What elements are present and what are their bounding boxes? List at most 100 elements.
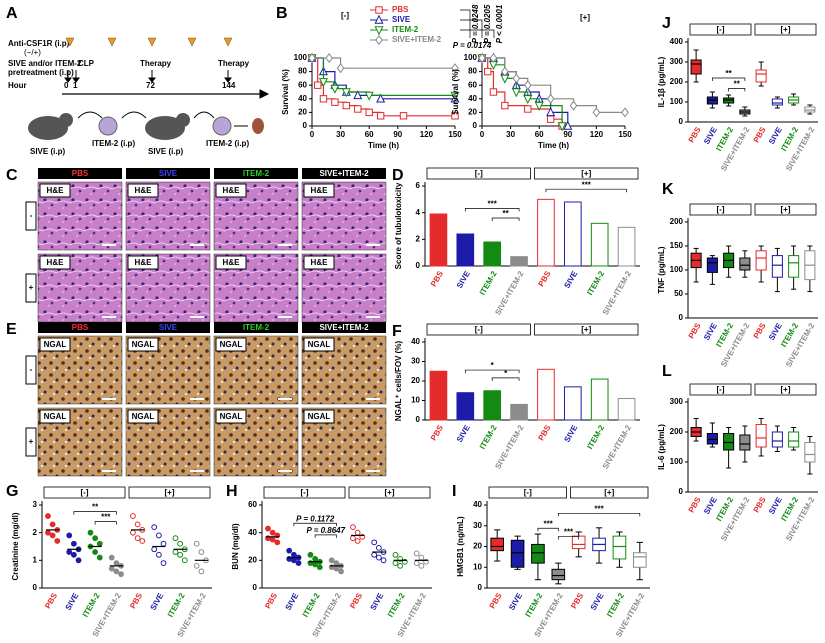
x-tick-label: SIVE+ITEM-2 [493,269,526,317]
y-tick-label: 400 [670,37,684,46]
micrograph [213,253,299,323]
group-label: [+] [781,205,791,214]
x-tick-label: SIVE [455,269,472,290]
column-label: PBS [72,169,89,178]
point [96,540,103,547]
column-header [38,322,122,333]
box [690,59,702,75]
stain-label: NGAL [132,340,155,349]
point [418,554,425,561]
point [160,540,167,547]
box [723,433,735,451]
group-box [754,383,817,396]
group-box [426,167,531,180]
group-label: [-] [81,488,89,497]
group-box [348,486,431,499]
x-tick-label: SIVE [562,423,579,444]
marker [319,95,328,103]
sig-bracket [545,188,627,193]
dose-markers [65,37,233,47]
marker [534,101,544,111]
survival-line [312,57,455,100]
sig-label: *** [488,200,498,209]
x-tick-label: ITEM-2 [81,591,102,619]
x-tick-label: 150 [618,130,632,139]
x-tick-label: 120 [420,130,434,139]
y-tick-label: 100 [670,265,684,274]
marker [353,90,363,100]
label: SIVE (i.p) [148,147,183,156]
sig-label: ** [726,69,733,78]
y-tick-label: 40 [298,94,307,103]
column-label: ITEM-2 [243,323,270,332]
stain-box [127,183,159,198]
point [75,557,82,564]
box [612,535,627,560]
row-box [25,273,37,303]
stain-label: NGAL [44,412,67,421]
x-tick-label: SIVE [507,591,524,612]
point [49,532,56,539]
marker [621,107,629,118]
schema: A Anti-CSF1R (i.p) (−/+) SIVE and/or ITE… [6,5,270,156]
marker [450,91,460,101]
box [739,434,751,451]
y-tick-label: 80 [468,67,477,76]
marker [314,81,322,89]
sig-bracket [491,217,520,221]
point [418,562,425,569]
y-tick-label: 40 [468,94,477,103]
x-tick-label: PBS [348,591,364,610]
point [134,535,141,542]
y-tick-label: 200 [670,77,684,86]
marker [546,107,556,117]
box [551,568,566,581]
x-tick-label: 0 [310,130,315,139]
x-tick-label: PBS [488,591,504,610]
box [490,537,505,552]
y-tick-label: 0 [303,121,308,130]
x-tick-label: ITEM-2 [386,591,407,619]
column-label: SIVE+ITEM-2 [319,323,369,332]
sig-bracket [728,88,746,92]
point [92,535,99,542]
column-header [214,322,298,333]
scale-bar [366,470,380,472]
row-label: + [29,283,34,292]
bar [563,386,582,421]
point [108,565,115,572]
y-tick-label: 100 [670,457,684,466]
x-tick-label: 0 [480,130,485,139]
group-box [689,23,752,36]
y-tick-label: 10 [473,562,482,571]
sig-label: *** [582,180,592,189]
group-box [426,323,531,336]
x-tick-label: PBS [752,125,768,144]
panel-letter: K [662,181,674,198]
group-label: [-] [475,169,483,178]
point [151,524,158,531]
marker [511,88,521,98]
marker [557,122,567,132]
y-tick-label: 300 [670,397,684,406]
x-tick-label: 120 [590,130,604,139]
point [338,568,344,575]
legend-marker [374,14,384,24]
marker [489,88,498,96]
y-tick-label: 20 [298,108,307,117]
scale-bar [190,244,204,246]
scale-bar [278,398,292,400]
group-box [263,486,346,499]
bar [510,403,528,421]
sig-bracket [73,511,117,515]
point [66,532,73,539]
y-tick-label: 0 [253,583,258,592]
y-tick-label: 4 [416,208,421,217]
point [118,571,124,578]
box [571,535,586,550]
scale-bar [102,398,116,400]
bar [456,392,475,421]
point [350,524,356,531]
sig-bracket [293,522,337,527]
panel-letter: I [452,483,456,500]
